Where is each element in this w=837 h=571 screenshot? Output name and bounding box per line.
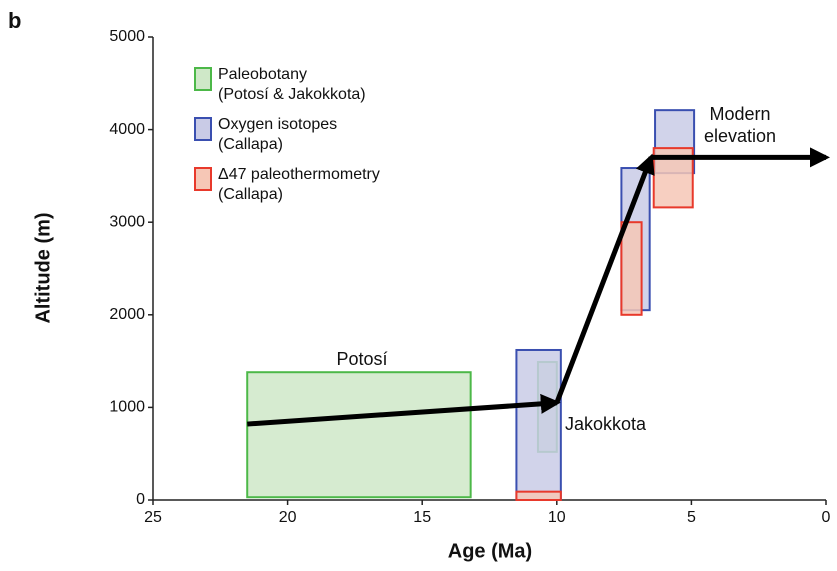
y-tick-label: 3000 (109, 213, 145, 230)
legend-swatch (194, 117, 212, 141)
legend-swatch (194, 167, 212, 191)
y-tick-label: 4000 (109, 121, 145, 138)
y-tick-label: 1000 (109, 399, 145, 416)
panel-label: b (8, 8, 21, 33)
x-axis-title: Age (Ma) (448, 540, 532, 562)
range-box (515, 490, 562, 501)
x-tick-label: 20 (279, 509, 297, 526)
annotation: elevation (704, 126, 776, 146)
x-tick-label: 15 (413, 509, 431, 526)
x-tick-label: 0 (822, 509, 831, 526)
legend-label: Δ47 paleothermometry (218, 166, 380, 183)
range-box (515, 348, 562, 501)
y-tick-label: 2000 (109, 306, 145, 323)
legend-note: (Callapa) (218, 186, 283, 203)
arrow (247, 393, 561, 427)
x-tick-label: 5 (687, 509, 696, 526)
annotation: Modern (709, 104, 770, 124)
range-box (620, 221, 643, 316)
y-tick-label: 0 (136, 491, 145, 508)
x-tick-label: 25 (144, 509, 162, 526)
legend-label: Oxygen isotopes (218, 116, 337, 133)
range-box (246, 371, 472, 499)
legend-note: (Potosí & Jakokkota) (218, 86, 366, 103)
y-tick-label: 5000 (109, 28, 145, 45)
annotation: Potosí (336, 349, 387, 369)
legend-note: (Callapa) (218, 136, 283, 153)
x-tick-label: 10 (548, 509, 566, 526)
legend-swatch (194, 67, 212, 91)
arrow (554, 153, 655, 404)
annotation: Jakokkota (565, 414, 647, 434)
legend-label: Paleobotany (218, 66, 307, 83)
y-axis-title: Altitude (m) (32, 212, 54, 323)
